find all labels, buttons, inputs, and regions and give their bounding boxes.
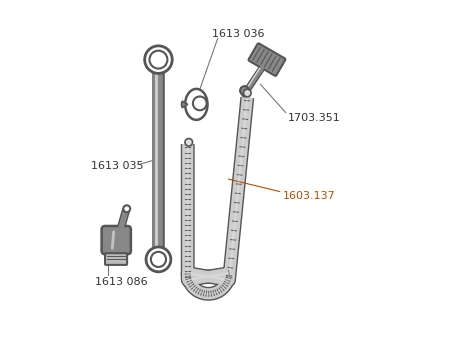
Circle shape	[151, 252, 166, 267]
Text: 1613 035: 1613 035	[91, 161, 144, 171]
Circle shape	[193, 97, 206, 110]
Circle shape	[244, 89, 251, 97]
Text: 1613 036: 1613 036	[212, 29, 264, 39]
FancyBboxPatch shape	[102, 226, 131, 254]
Circle shape	[240, 86, 249, 95]
Circle shape	[123, 205, 130, 212]
Circle shape	[149, 51, 167, 69]
Circle shape	[146, 247, 171, 272]
Ellipse shape	[185, 89, 207, 120]
Wedge shape	[181, 101, 188, 107]
FancyBboxPatch shape	[105, 253, 127, 265]
Text: 1703.351: 1703.351	[288, 113, 340, 123]
Text: 1613 086: 1613 086	[95, 277, 147, 287]
Circle shape	[185, 139, 193, 146]
Circle shape	[145, 46, 172, 74]
Text: 1603.137: 1603.137	[282, 191, 335, 201]
FancyBboxPatch shape	[248, 43, 286, 76]
